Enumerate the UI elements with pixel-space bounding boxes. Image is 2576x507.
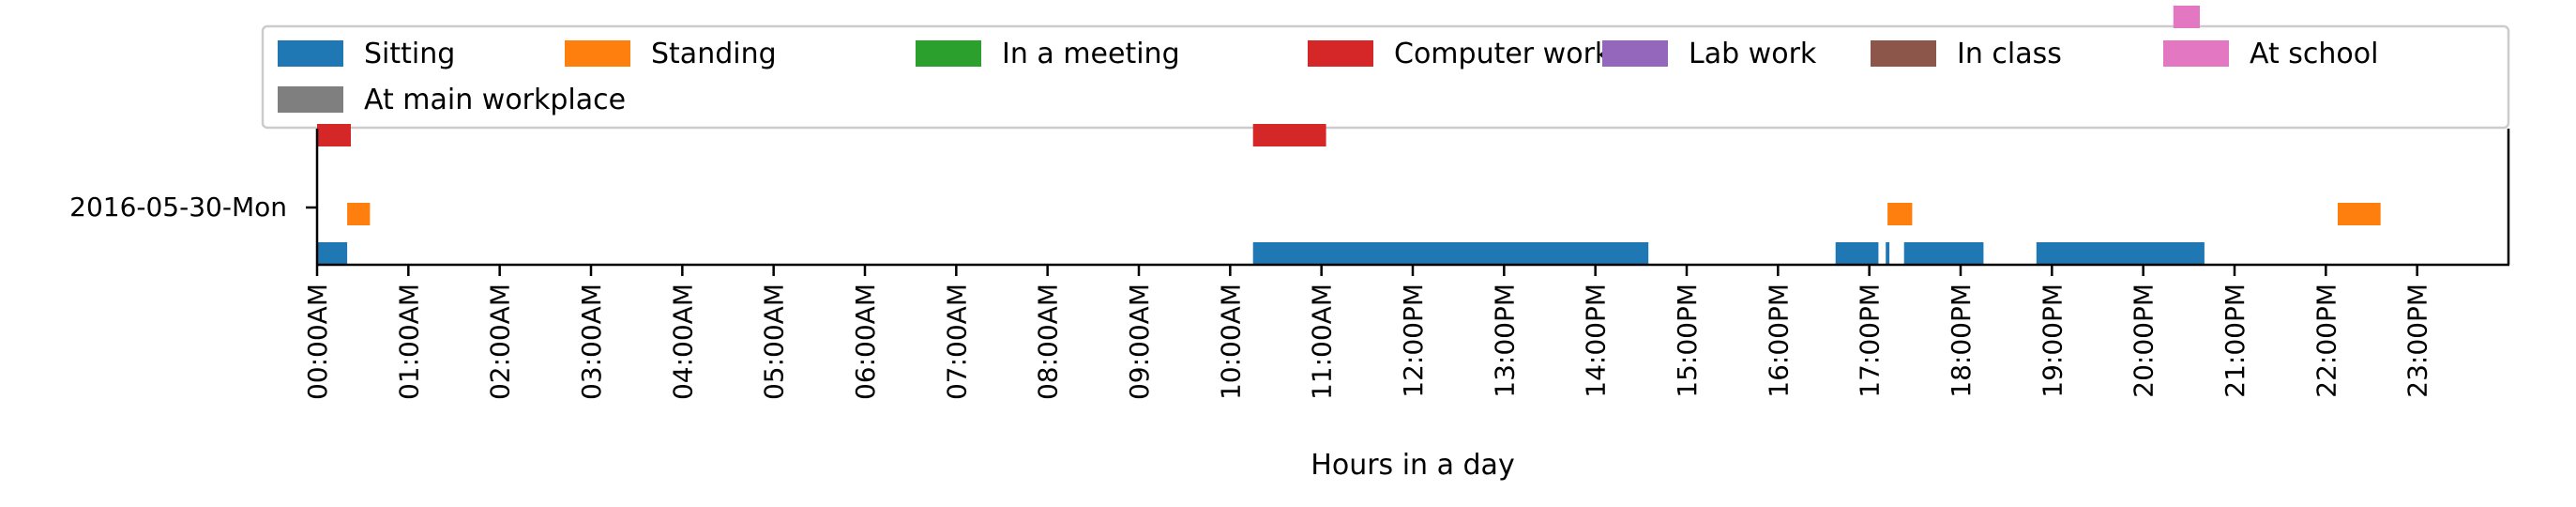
legend-entry-at-school: At school xyxy=(2163,38,2378,70)
legend-label: At main workplace xyxy=(364,84,626,116)
x-tick-label: 13:00PM xyxy=(1489,284,1520,398)
legend-entry-standing: Standing xyxy=(565,38,777,70)
legend-label: In a meeting xyxy=(1002,38,1180,70)
x-tick-label: 21:00PM xyxy=(2220,284,2250,398)
bar-sitting xyxy=(1252,242,1649,265)
bar-standing xyxy=(347,203,371,225)
legend-frame xyxy=(261,24,2510,130)
x-tick-label: 03:00AM xyxy=(576,284,607,400)
x-tick-label: 00:00AM xyxy=(302,284,333,400)
legend-entry-at-main-workplace: At main workplace xyxy=(278,84,626,116)
bar-sitting xyxy=(1886,242,1890,265)
legend-swatch xyxy=(1871,40,1936,67)
x-tick-label: 16:00PM xyxy=(1763,284,1794,398)
legend-swatch xyxy=(1602,40,1668,67)
bar-sitting xyxy=(1835,242,1879,265)
x-tick-label: 06:00AM xyxy=(850,284,881,400)
chart-bars xyxy=(317,6,2381,265)
bar-sitting xyxy=(1903,242,1984,265)
legend-entry-in-a-meeting: In a meeting xyxy=(916,38,1180,70)
x-tick-label: 09:00AM xyxy=(1124,284,1155,400)
x-tick-label: 05:00AM xyxy=(759,284,790,400)
legend: Sitting Standing In a meeting Computer work… xyxy=(261,24,2510,130)
bar-computer-work xyxy=(1252,124,1326,146)
x-tick-label: 14:00PM xyxy=(1581,284,1612,398)
bar-sitting xyxy=(2036,242,2205,265)
x-tick-label: 10:00AM xyxy=(1215,284,1246,400)
x-axis-label: Hours in a day xyxy=(1311,449,1514,482)
legend-label: Lab work xyxy=(1689,38,1817,70)
legend-swatch xyxy=(916,40,981,67)
x-ticks: 00:00AM 01:00AM 02:00AM 03:00AM 04:00AM 05:00… xyxy=(302,265,2433,400)
legend-entry-lab-work: Lab work xyxy=(1602,38,1817,70)
x-tick-label: 11:00AM xyxy=(1307,284,1338,400)
x-tick-label: 23:00PM xyxy=(2402,284,2433,398)
y-tick-label: 2016-05-30-Mon xyxy=(69,192,287,223)
bar-at-school xyxy=(2173,6,2200,28)
legend-entry-sitting: Sitting xyxy=(278,38,455,70)
x-tick-label: 20:00PM xyxy=(2129,284,2159,398)
x-tick-label: 18:00PM xyxy=(1946,284,1977,398)
legend-label: Computer work xyxy=(1394,38,1612,70)
bar-standing xyxy=(1887,203,1913,225)
legend-swatch xyxy=(278,86,343,113)
legend-label: Sitting xyxy=(364,38,455,70)
legend-swatch xyxy=(278,40,343,67)
legend-label: Standing xyxy=(651,38,777,70)
x-tick-label: 08:00AM xyxy=(1033,284,1064,400)
legend-entry-computer-work: Computer work xyxy=(1308,38,1612,70)
legend-swatch xyxy=(1308,40,1373,67)
legend-items: Sitting Standing In a meeting Computer work… xyxy=(278,38,2378,116)
x-tick-label: 22:00PM xyxy=(2311,284,2341,398)
legend-label: In class xyxy=(1957,38,2062,70)
legend-swatch xyxy=(565,40,630,67)
legend-swatch xyxy=(2163,40,2229,67)
x-tick-label: 07:00AM xyxy=(941,284,972,400)
x-tick-label: 02:00AM xyxy=(485,284,516,400)
x-tick-label: 01:00AM xyxy=(393,284,424,400)
bar-sitting xyxy=(317,242,348,265)
x-tick-label: 04:00AM xyxy=(667,284,698,400)
x-tick-label: 15:00PM xyxy=(1672,284,1703,398)
bar-computer-work xyxy=(317,124,351,146)
bar-standing xyxy=(2338,203,2381,225)
legend-label: At school xyxy=(2250,38,2378,70)
legend-entry-in-class: In class xyxy=(1871,38,2062,70)
x-tick-label: 19:00PM xyxy=(2037,284,2068,398)
x-tick-label: 17:00PM xyxy=(1855,284,1886,398)
x-tick-label: 12:00PM xyxy=(1398,284,1429,398)
